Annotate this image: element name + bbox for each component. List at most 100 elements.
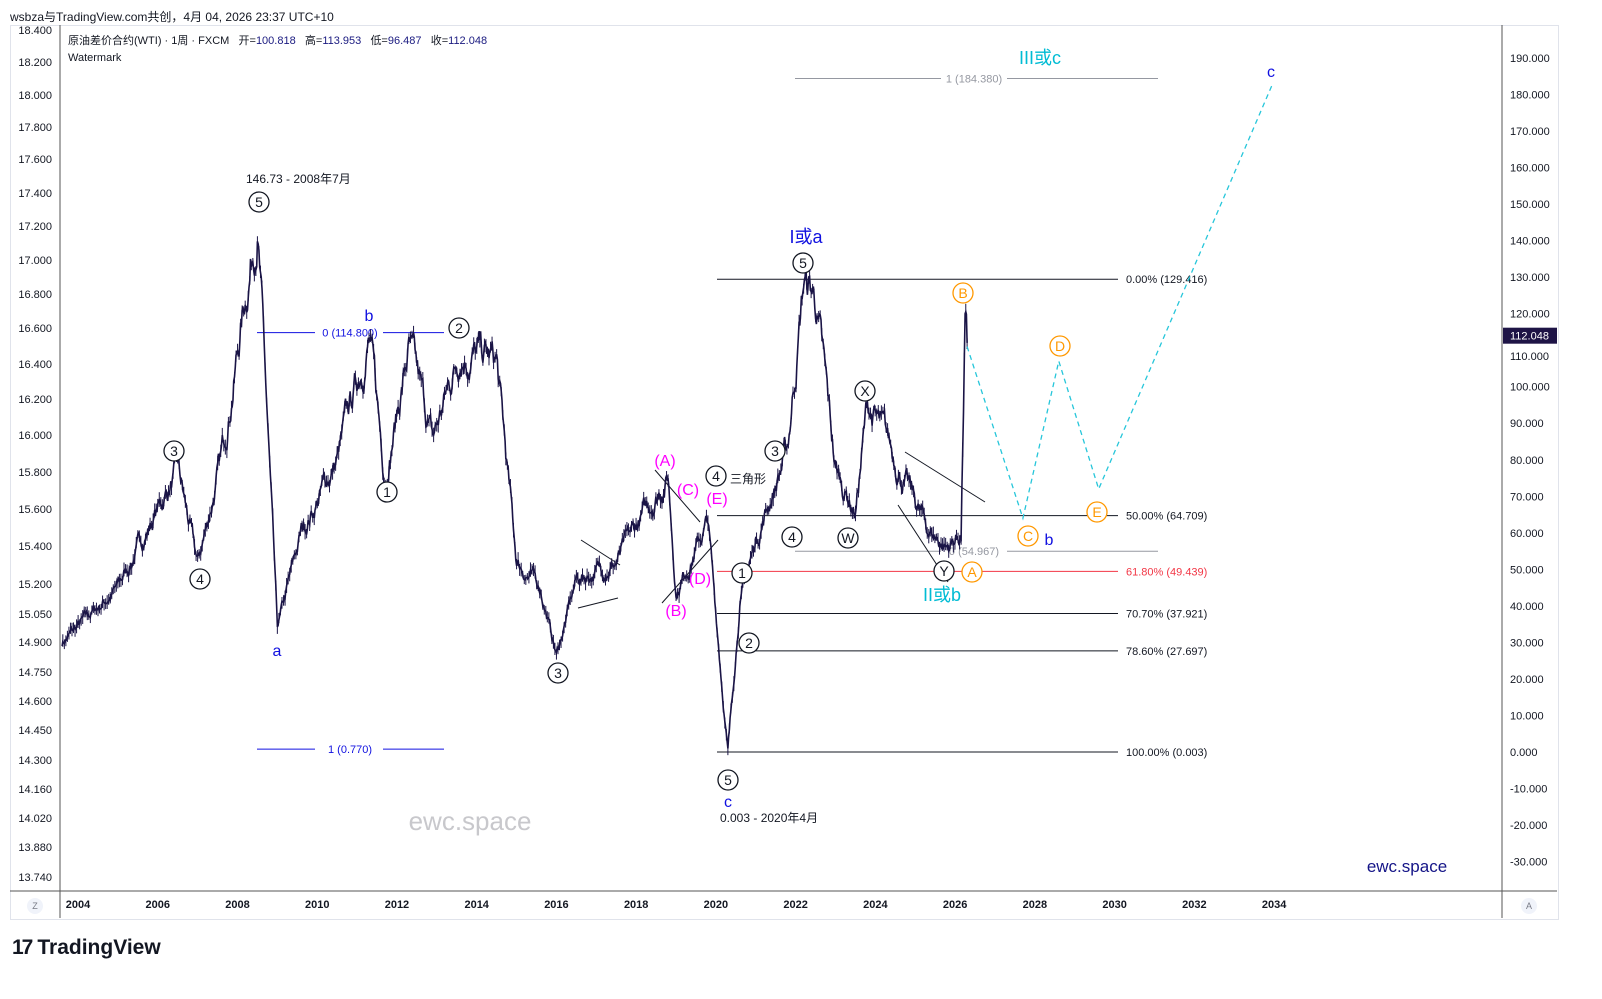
time-axis-tick: 2020: [704, 899, 728, 911]
wave-label-circle: [1086, 501, 1108, 523]
fib-level-label: 61.80% (49.439): [1126, 566, 1207, 578]
left-axis-tick: 18.000: [18, 90, 52, 102]
time-axis-tick: 2010: [305, 899, 329, 911]
left-axis-tick: 14.020: [18, 813, 52, 825]
wave-label-circle: [837, 527, 859, 549]
right-axis-tick: 180.000: [1510, 89, 1550, 101]
wave-label: 1: [383, 484, 391, 500]
wave-label: 4: [712, 468, 720, 484]
wave-label-circle: [248, 191, 270, 213]
fib-ext-label: 1 (184.380): [946, 73, 1002, 85]
left-axis-tick: 17.600: [18, 154, 52, 166]
wave-label: (D): [689, 571, 711, 588]
annotation-text: 三角形: [730, 472, 766, 486]
right-axis-tick: 80.000: [1510, 455, 1544, 467]
left-axis-tick: 14.750: [18, 667, 52, 679]
left-axis-tick: 17.400: [18, 188, 52, 200]
right-axis-tick: 50.000: [1510, 564, 1544, 576]
left-axis-tick: 16.800: [18, 289, 52, 301]
low-value: 96.487: [387, 35, 422, 47]
left-axis-tick: 15.400: [18, 541, 52, 553]
symbol-legend: 原油差价合约(WTI) · 1周 · FXCM 开=100.818 高=113.…: [68, 33, 487, 67]
wave-label-circle: [189, 568, 211, 590]
wave-label: 2: [745, 635, 753, 651]
fib-level-label: 78.60% (27.697): [1126, 646, 1207, 658]
left-axis-tick: 16.200: [18, 394, 52, 406]
left-axis-tick: 13.740: [18, 872, 52, 884]
log-scale-button[interactable]: Z: [27, 898, 43, 914]
right-axis-tick: 10.000: [1510, 710, 1544, 722]
wave-label-circle: [376, 481, 398, 503]
high-label: 高=: [304, 35, 323, 47]
current-price-badge: [1503, 327, 1557, 344]
wave-label: (E): [706, 491, 727, 508]
left-axis-tick: 15.600: [18, 504, 52, 516]
low-label: 低=: [370, 35, 388, 47]
wave-label: Y: [939, 563, 949, 579]
wave-label: D: [1055, 338, 1065, 354]
left-axis-tick: 15.050: [18, 609, 52, 621]
fib-level-label: 70.70% (37.921): [1126, 608, 1207, 620]
wave-label: a: [273, 643, 282, 660]
right-axis-tick: 20.000: [1510, 674, 1544, 686]
wave-label: A: [967, 564, 977, 580]
wave-label: II或b: [923, 585, 961, 605]
symbol-title[interactable]: 原油差价合约(WTI) · 1周 · FXCM: [68, 35, 230, 47]
wave-label-circle: [448, 317, 470, 339]
left-axis-tick: 17.000: [18, 255, 52, 267]
wave-label: (B): [665, 603, 686, 620]
right-axis-tick: 140.000: [1510, 236, 1550, 248]
right-axis-tick: 120.000: [1510, 309, 1550, 321]
auto-scale-button[interactable]: A: [1521, 898, 1537, 914]
wave-label: W: [841, 530, 855, 546]
wave-label-circle: [705, 465, 727, 487]
open-label: 开=: [238, 35, 256, 47]
current-price-label: 112.048: [1510, 331, 1549, 343]
right-axis-tick: 100.000: [1510, 382, 1550, 394]
wave-label-circle: [854, 380, 876, 402]
right-axis-tick: -30.000: [1510, 857, 1547, 869]
close-value: 112.048: [448, 35, 488, 47]
left-axis-tick: 16.000: [18, 430, 52, 442]
right-axis-tick: 40.000: [1510, 601, 1544, 613]
left-axis-tick: 13.880: [18, 842, 52, 854]
left-axis-tick: 14.900: [18, 637, 52, 649]
right-axis-tick: 30.000: [1510, 637, 1544, 649]
time-axis-tick: 2016: [544, 899, 568, 911]
wave-label: X: [860, 383, 870, 399]
time-axis-tick: 2024: [863, 899, 888, 911]
time-axis-tick: 2004: [66, 899, 91, 911]
wave-label: 1: [738, 565, 746, 581]
wave-label: E: [1092, 504, 1101, 520]
time-axis-tick: 2022: [783, 899, 807, 911]
left-axis-tick: 16.400: [18, 359, 52, 371]
left-axis-tick: 18.200: [18, 57, 52, 69]
trend-line: [904, 451, 986, 503]
fib-old-label: 1 (0.770): [328, 744, 372, 756]
time-axis-tick: 2018: [624, 899, 648, 911]
price-series[interactable]: [61, 241, 968, 749]
wave-label: III或c: [1019, 48, 1061, 68]
time-axis-tick: 2014: [464, 899, 489, 911]
wave-label: 3: [554, 665, 562, 681]
wave-label: (C): [677, 482, 699, 499]
right-axis-tick: -20.000: [1510, 820, 1547, 832]
right-axis-tick: 0.000: [1510, 747, 1538, 759]
wave-label-circle: [792, 252, 814, 274]
close-label: 收=: [430, 35, 449, 47]
tradingview-logo[interactable]: 17 TradingView: [12, 936, 161, 960]
left-axis-tick: 18.400: [18, 25, 52, 37]
wave-label: (A): [654, 453, 675, 470]
right-axis-tick: -10.000: [1510, 784, 1547, 796]
left-axis-tick: 17.200: [18, 221, 52, 233]
wave-label-circle: [738, 632, 760, 654]
trend-line: [654, 469, 701, 523]
wave-label: 3: [771, 443, 779, 459]
annotation-text: 146.73 - 2008年7月: [246, 172, 351, 186]
wave-label-circle: [731, 562, 753, 584]
wave-label-circle: [1017, 525, 1039, 547]
time-axis-tick: 2034: [1262, 899, 1287, 911]
wave-label: 5: [799, 255, 807, 271]
wave-label: 3: [170, 443, 178, 459]
